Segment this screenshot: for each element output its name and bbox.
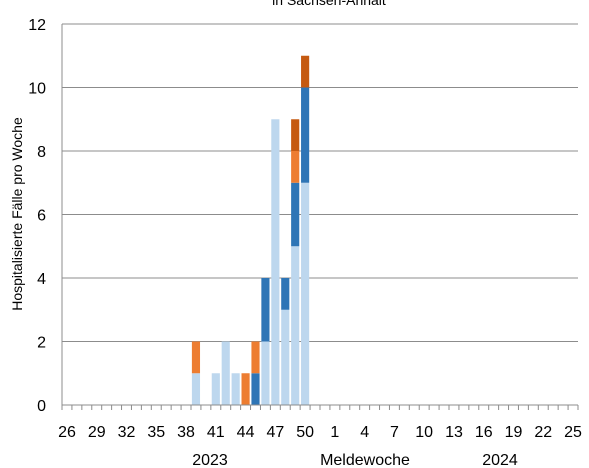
x-axis-title: Meldewoche [320, 452, 410, 468]
x-tick-label: 29 [88, 424, 106, 441]
bar-segment [261, 341, 270, 405]
bar-segment [291, 151, 300, 183]
bar-segment [291, 182, 300, 247]
bar-segment [301, 182, 310, 405]
x-tick-label: 10 [415, 424, 433, 441]
x-tick-label: 35 [147, 424, 165, 441]
y-tick-label: 12 [28, 17, 46, 34]
x-tick-label: 25 [564, 424, 582, 441]
bar-segment [191, 373, 201, 405]
bar-segment [231, 373, 240, 405]
x-tick-label: 41 [207, 424, 225, 441]
y-tick-label: 2 [37, 335, 46, 352]
x-tick-label: 4 [360, 424, 369, 441]
bar-segment [271, 119, 280, 405]
year-label-2024: 2024 [482, 452, 518, 468]
x-tick-label: 32 [118, 424, 136, 441]
y-tick-label: 10 [28, 81, 46, 98]
bar-segment [291, 119, 300, 151]
x-tick-label: 1 [330, 424, 339, 441]
bar-segment [301, 87, 310, 183]
bar-segment [261, 278, 270, 342]
x-tick-label: 22 [534, 424, 552, 441]
x-tick-label: 13 [445, 424, 463, 441]
bar-segment [281, 278, 290, 310]
x-tick-label: 16 [475, 424, 493, 441]
x-tick-label: 50 [296, 424, 314, 441]
chart-title: in Sachsen-Anhalt [272, 0, 386, 8]
bar-segment [301, 55, 310, 88]
y-tick-label: 6 [37, 208, 46, 225]
y-tick-label: 8 [37, 144, 46, 161]
bar-segment [251, 373, 260, 405]
x-tick-label: 38 [177, 424, 195, 441]
bar-segment [191, 341, 201, 374]
bar-segment [291, 246, 300, 405]
bar-segment [241, 373, 250, 405]
bar-segment [211, 373, 220, 405]
year-label-2023: 2023 [192, 452, 228, 468]
bar-segment [281, 309, 290, 405]
bars-layer [191, 55, 310, 405]
x-tick-label: 26 [58, 424, 76, 441]
y-tick-label: 0 [37, 398, 46, 415]
grid-layer [62, 23, 578, 342]
y-tick-label: 4 [37, 271, 46, 288]
bar-segment [251, 341, 260, 374]
x-tick-label: 44 [237, 424, 255, 441]
x-tick-label: 19 [505, 424, 523, 441]
y-axis-title: Hospitalisierte Fälle pro Woche [9, 117, 25, 311]
bar-segment [221, 341, 230, 405]
x-tick-label: 47 [266, 424, 284, 441]
x-tick-label: 7 [390, 424, 399, 441]
